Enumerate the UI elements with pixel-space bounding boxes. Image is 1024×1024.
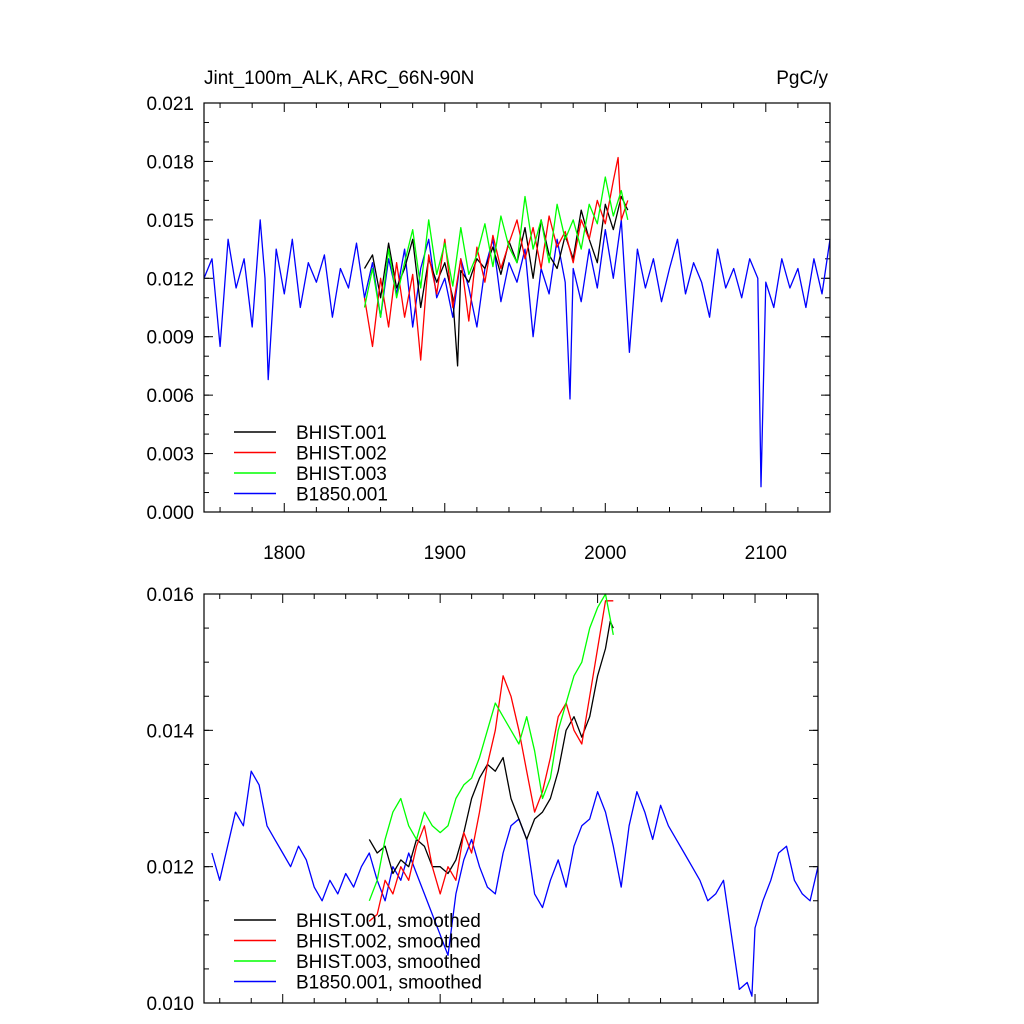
series-line-4 <box>203 219 831 488</box>
x-tick-label: 1800 <box>263 543 305 564</box>
x-tick-label: 1900 <box>424 543 466 564</box>
top-panel: Jint_100m_ALK, ARC_66N-90N PgC/y 0.0000.… <box>146 68 831 564</box>
series-line-3 <box>368 593 614 902</box>
series-line-1 <box>363 195 629 367</box>
legend-label: BHIST.001, smoothed <box>296 911 481 932</box>
legend-label: BHIST.002, smoothed <box>296 932 481 953</box>
top-series-group <box>203 156 831 488</box>
top-axis-ticks: 0.000 0.003 0.006 0.009 0.012 0.015 0.018 0.021… <box>146 94 831 564</box>
top-chart-units: PgC/y <box>776 68 828 89</box>
top-plot-frame <box>203 102 831 513</box>
y-tick-label: 0.021 <box>146 94 194 115</box>
legend-label: BHIST.003 <box>296 464 387 485</box>
bottom-series-group <box>211 593 819 997</box>
series-line-2 <box>368 600 614 922</box>
series-line-2 <box>363 156 629 361</box>
series-line-1 <box>368 620 614 875</box>
y-tick-label: 0.012 <box>146 858 194 879</box>
bottom-panel: 0.010 0.012 0.014 0.016 BHIST.001, smoothed… <box>146 585 819 1015</box>
series-line-3 <box>363 176 629 318</box>
bottom-plot-frame <box>203 593 819 1004</box>
legend-label: B1850.001, smoothed <box>296 973 482 994</box>
x-tick-label: 2000 <box>584 543 626 564</box>
bottom-axis-ticks: 0.010 0.012 0.014 0.016 <box>146 585 819 1015</box>
y-tick-label: 0.015 <box>146 211 194 232</box>
y-tick-label: 0.016 <box>146 585 194 606</box>
y-tick-label: 0.014 <box>146 721 194 742</box>
y-tick-label: 0.003 <box>146 445 194 466</box>
legend-label: BHIST.002 <box>296 444 387 465</box>
y-tick-label: 0.000 <box>146 503 194 524</box>
y-tick-label: 0.009 <box>146 328 194 349</box>
top-chart-title: Jint_100m_ALK, ARC_66N-90N <box>204 68 474 89</box>
y-tick-label: 0.018 <box>146 152 194 173</box>
y-tick-label: 0.006 <box>146 386 194 407</box>
legend-label: B1850.001 <box>296 485 388 506</box>
y-tick-label: 0.012 <box>146 269 194 290</box>
legend-label: BHIST.001 <box>296 423 387 444</box>
x-tick-label: 2100 <box>745 543 787 564</box>
y-tick-label: 0.010 <box>146 994 194 1015</box>
legend-label: BHIST.003, smoothed <box>296 952 481 973</box>
